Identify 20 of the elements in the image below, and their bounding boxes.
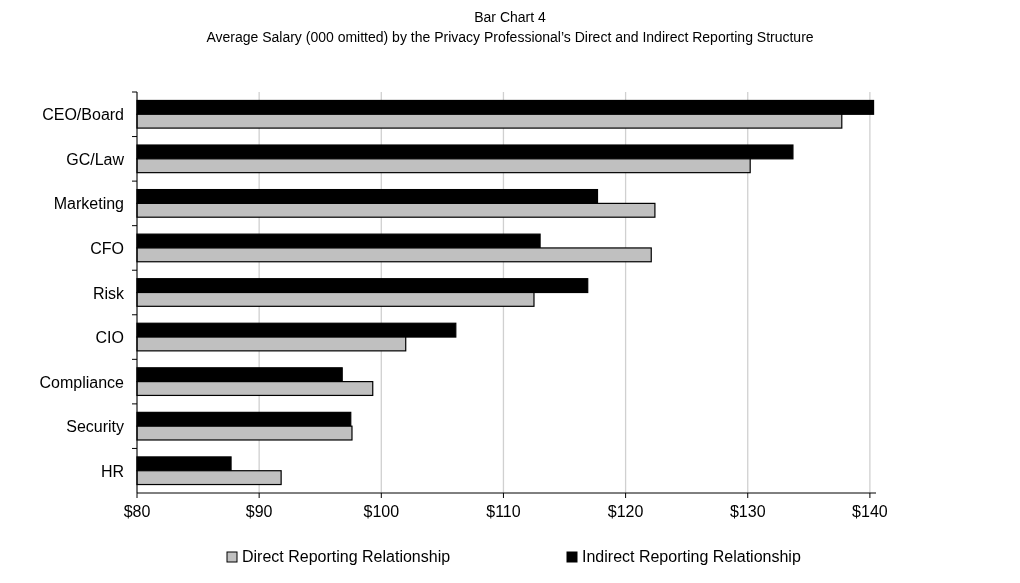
y-tick-label: GC/Law (66, 150, 125, 168)
y-tick-label: Marketing (53, 195, 124, 213)
x-tick-label: $80 (123, 503, 151, 520)
x-tick-label: $120 (607, 503, 644, 520)
y-tick-label: CFO (90, 239, 124, 257)
x-tick-label: $90 (245, 503, 273, 520)
x-tick-label: $130 (729, 503, 766, 520)
x-tick-label: $100 (363, 503, 400, 520)
chart-title: Bar Chart 4 (474, 9, 546, 25)
legend-label: Indirect Reporting Relationship (582, 548, 801, 565)
y-tick-label: Compliance (39, 373, 125, 391)
y-tick-label: HR (100, 462, 124, 480)
y-tick-label: CIO (95, 329, 124, 347)
x-tick-label: $110 (486, 503, 521, 520)
y-tick-label: CEO/Board (42, 106, 124, 124)
y-tick-label: Risk (92, 284, 125, 302)
x-tick-label: $140 (852, 503, 888, 520)
legend-label: Direct Reporting Relationship (242, 548, 451, 565)
chart-subtitle: Average Salary (000 omitted) by the Privacy Professional’s Direct and Indirect Reporting Structure (206, 29, 814, 45)
y-tick-label: Security (66, 418, 124, 436)
